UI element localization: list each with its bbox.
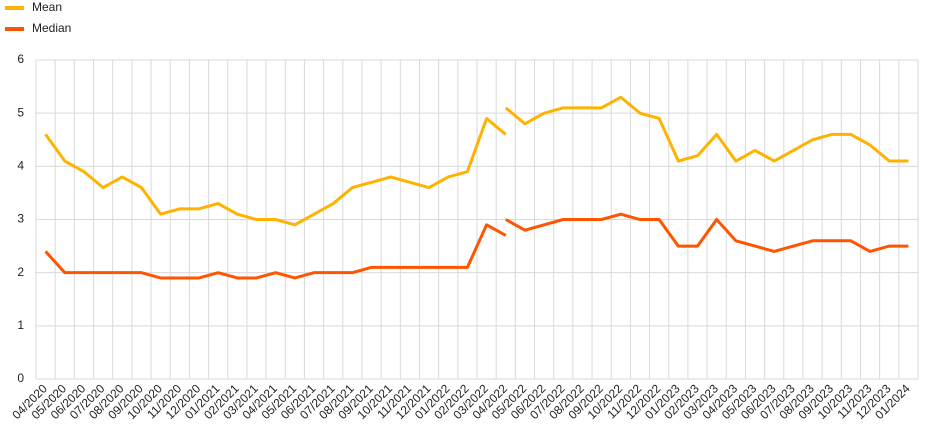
series-line [44,116,507,227]
y-tick-label: 3 [17,212,24,226]
series-line [44,223,507,280]
y-tick-label: 1 [17,318,24,332]
series-line [504,95,909,163]
y-tick-label: 4 [17,159,24,173]
y-tick-label: 5 [17,105,24,119]
legend-label: Mean [32,0,62,14]
y-tick-label: 6 [17,52,24,66]
series-line [505,212,909,253]
y-tick-label: 0 [17,371,24,385]
y-tick-label: 2 [17,265,24,279]
legend-label: Median [32,21,71,35]
